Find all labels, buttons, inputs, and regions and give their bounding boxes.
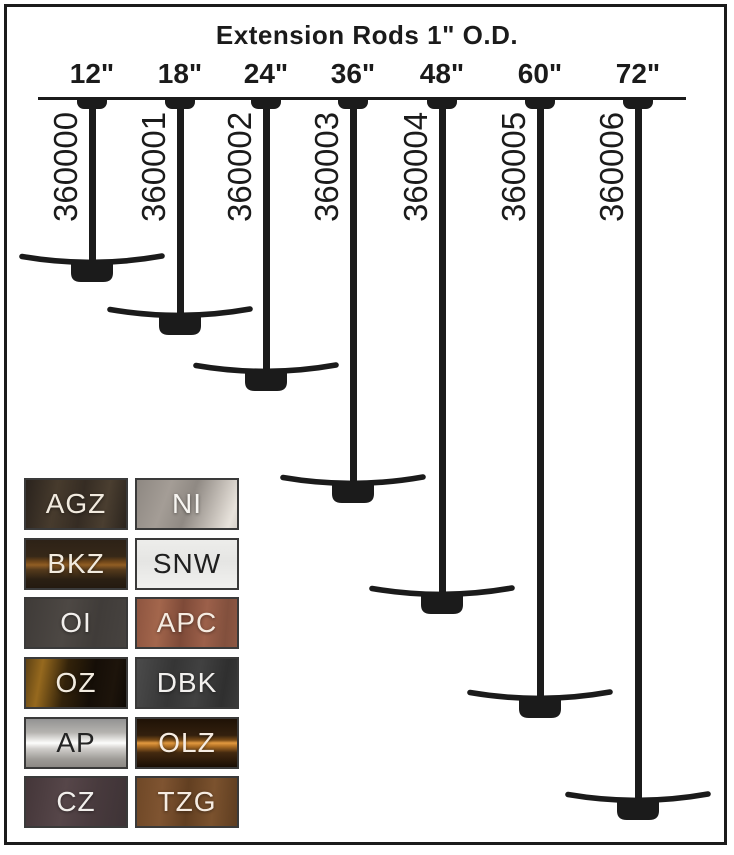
part-number-label: 360005 bbox=[495, 111, 532, 222]
rod-length-label: 36" bbox=[330, 58, 376, 89]
extension-rod bbox=[262, 100, 270, 372]
ceiling-fan-icon bbox=[280, 468, 426, 508]
finish-swatch-olz: OLZ bbox=[135, 716, 239, 769]
finish-code-label: NI bbox=[172, 488, 202, 519]
extension-rod bbox=[536, 100, 544, 699]
finish-swatch-apc: APC bbox=[135, 597, 239, 650]
finish-swatch-cz: CZ bbox=[24, 776, 128, 829]
finish-code-label: APC bbox=[156, 607, 218, 639]
finish-swatch-ap: AP bbox=[24, 716, 128, 769]
part-number-label: 360004 bbox=[397, 111, 434, 222]
finish-code-label: OZ bbox=[55, 667, 97, 699]
ceiling-fan-icon bbox=[565, 785, 711, 825]
ceiling-fan-icon bbox=[19, 247, 165, 287]
finish-swatch-agz: AGZ bbox=[24, 478, 128, 530]
part-number-label: 360003 bbox=[308, 111, 345, 222]
finish-code-label: AP bbox=[56, 726, 96, 758]
finish-code-label: OI bbox=[60, 607, 92, 639]
finish-code-label: OLZ bbox=[158, 726, 216, 758]
part-number-label: 360000 bbox=[47, 111, 84, 222]
ceiling-fan-icon bbox=[107, 300, 253, 340]
finish-legend: AGZ NI BKZ SNW OI APC OZ DBK AP OLZ CZ TZG bbox=[24, 478, 239, 829]
rod-length-label: 72" bbox=[615, 58, 661, 89]
finish-swatch-snw: SNW bbox=[135, 537, 239, 590]
part-number-label: 360006 bbox=[593, 111, 630, 222]
ceiling-fan-icon bbox=[369, 579, 515, 619]
part-number-label: 360002 bbox=[221, 111, 258, 222]
finish-code-label: TZG bbox=[157, 786, 217, 818]
finish-swatch-ni: NI bbox=[135, 478, 239, 530]
rod-length-label: 24" bbox=[243, 58, 289, 89]
finish-swatch-tzg: TZG bbox=[135, 776, 239, 829]
finish-swatch-bkz: BKZ bbox=[24, 537, 128, 590]
extension-rod bbox=[349, 100, 357, 484]
part-number-label: 360001 bbox=[135, 111, 172, 222]
ceiling-line bbox=[38, 97, 686, 100]
finish-code-label: SNW bbox=[152, 547, 222, 579]
ceiling-fan-icon bbox=[467, 683, 613, 723]
rod-length-label: 12" bbox=[69, 58, 115, 89]
finish-swatch-oz: OZ bbox=[24, 657, 128, 710]
finish-swatch-dbk: DBK bbox=[135, 657, 239, 710]
rod-length-label: 48" bbox=[419, 58, 465, 89]
extension-rod bbox=[634, 100, 642, 801]
finish-code-label: CZ bbox=[56, 786, 96, 818]
ceiling-fan-icon bbox=[193, 356, 339, 396]
rod-length-label: 18" bbox=[157, 58, 203, 89]
finish-code-label: BKZ bbox=[47, 547, 105, 579]
rod-length-label: 60" bbox=[517, 58, 563, 89]
extension-rod bbox=[176, 100, 184, 316]
finish-code-label: AGZ bbox=[45, 488, 107, 519]
finish-code-label: DBK bbox=[156, 667, 218, 699]
extension-rod bbox=[438, 100, 446, 595]
finish-swatch-oi: OI bbox=[24, 597, 128, 650]
extension-rod bbox=[88, 100, 96, 263]
page-title: Extension Rods 1" O.D. bbox=[215, 20, 519, 50]
